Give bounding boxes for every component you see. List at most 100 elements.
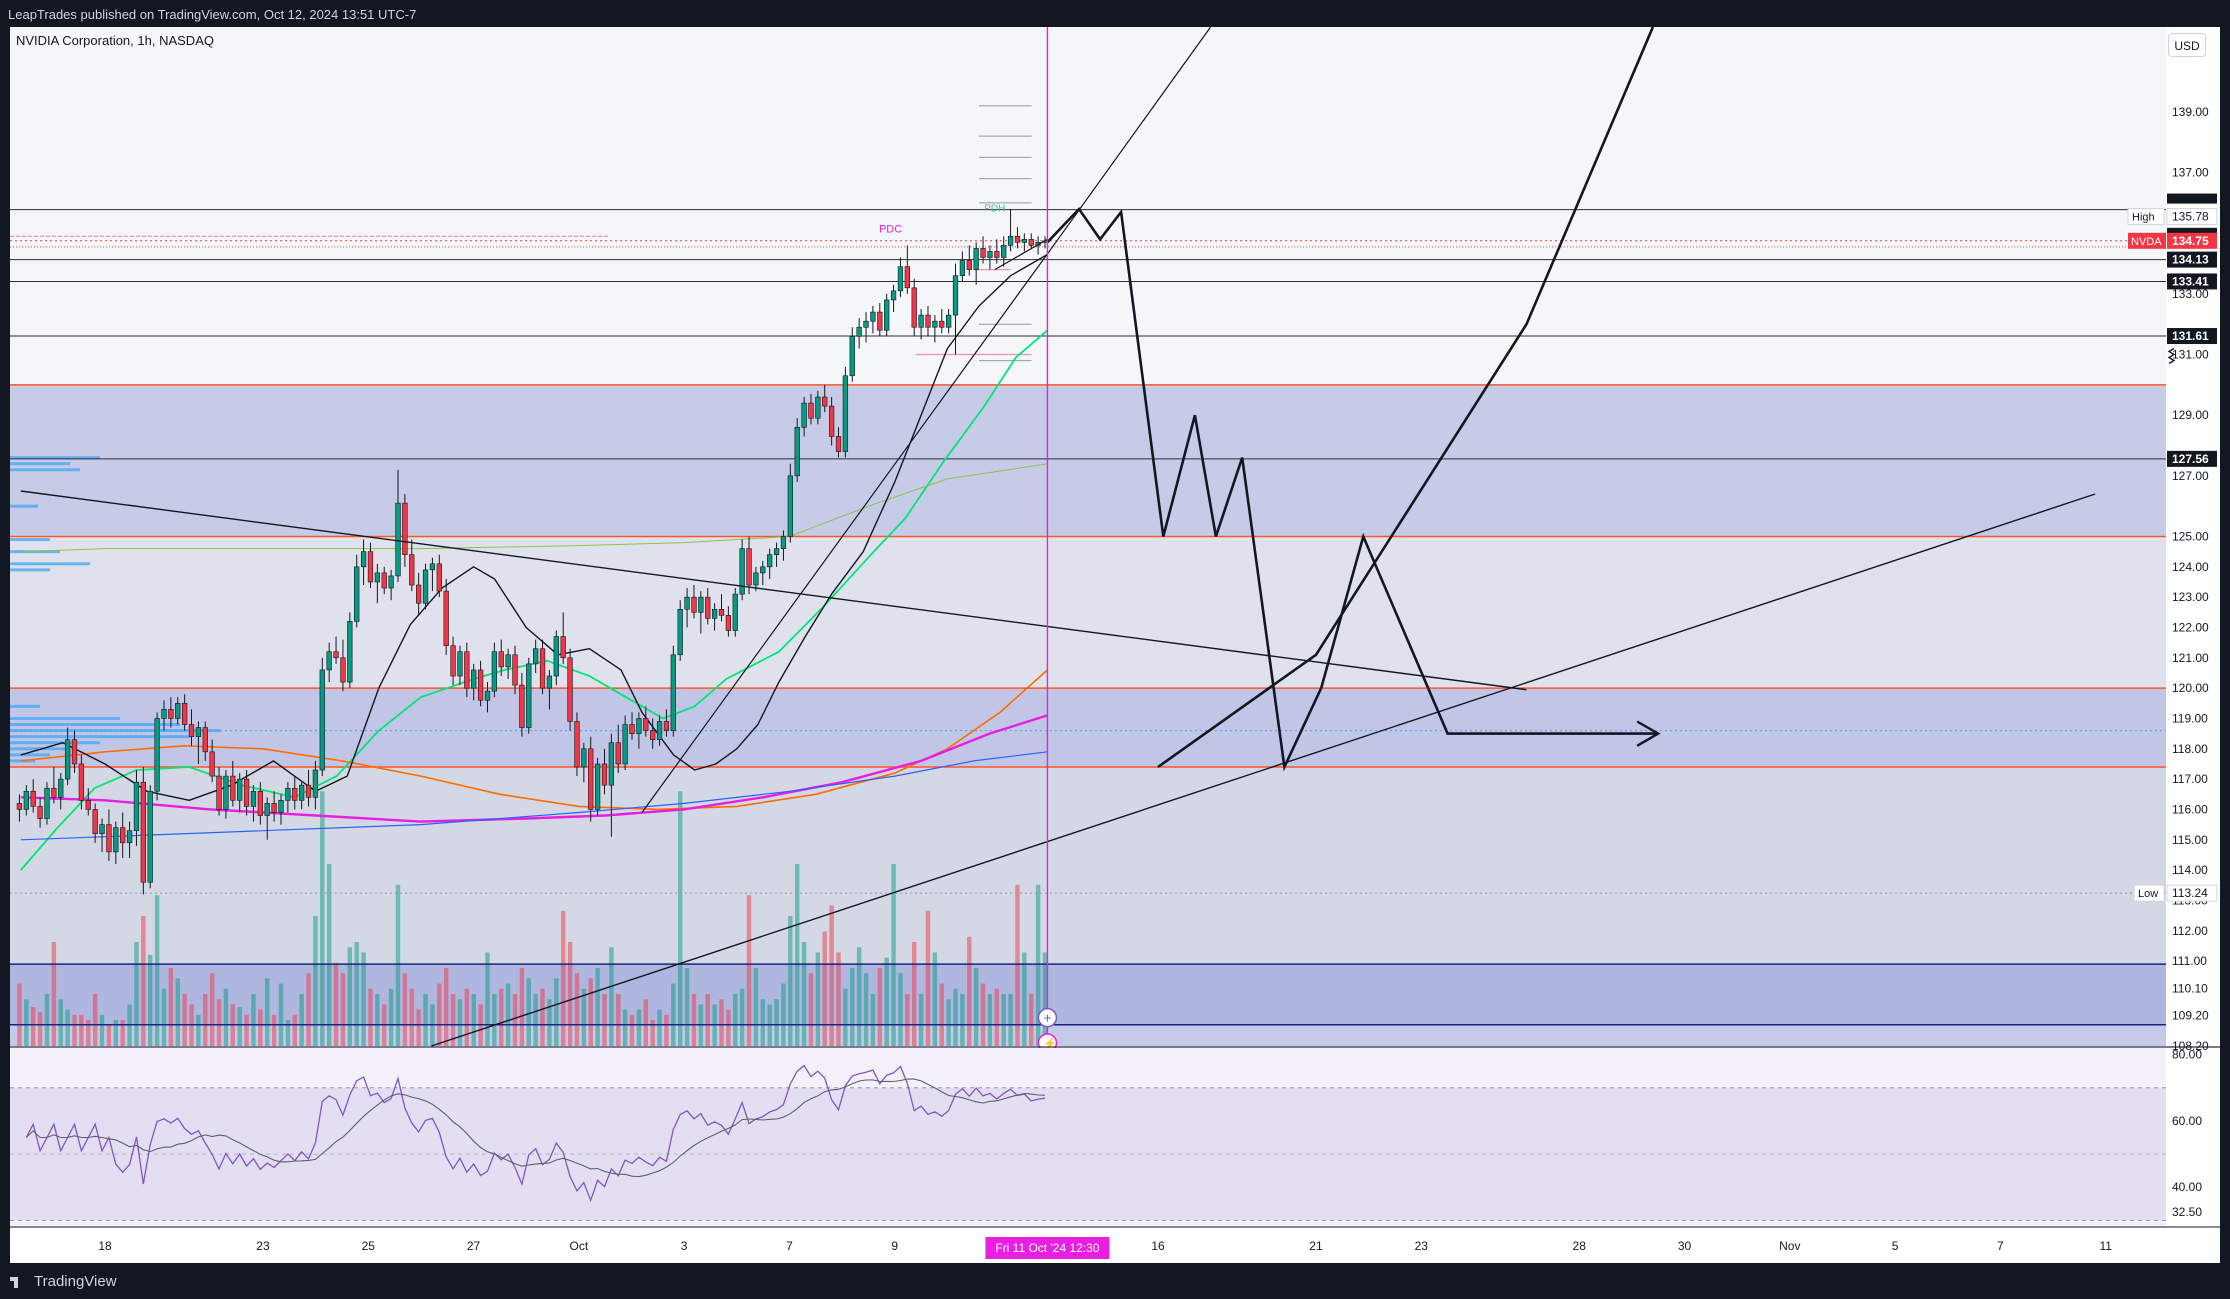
candle-body[interactable] <box>918 314 924 328</box>
candle-body[interactable] <box>223 775 229 810</box>
candle-body[interactable] <box>181 703 188 725</box>
candle-body[interactable] <box>347 621 353 683</box>
crosshair-time-tag[interactable] <box>985 1237 1110 1259</box>
candle-body[interactable] <box>340 657 346 683</box>
candle-body[interactable] <box>78 763 85 801</box>
candle-body[interactable] <box>925 314 931 328</box>
candle-body[interactable] <box>471 669 477 689</box>
candle-body[interactable] <box>560 636 566 659</box>
candle-body[interactable] <box>863 320 869 328</box>
candle-body[interactable] <box>305 784 312 798</box>
candle-body[interactable] <box>99 824 105 835</box>
time-axis[interactable] <box>10 1227 2220 1263</box>
candle-body[interactable] <box>436 563 442 592</box>
chart-frame[interactable]: PDC PDH + ⚡ 108.20 109.20 110.10 111.00 112.00 11… <box>10 27 2220 1263</box>
level-value-tag[interactable] <box>2167 328 2217 345</box>
candle-body[interactable] <box>395 502 401 577</box>
candle-body[interactable] <box>911 287 917 328</box>
candle-body[interactable] <box>457 651 463 677</box>
candle-body[interactable] <box>71 739 78 765</box>
candle-body[interactable] <box>257 790 263 816</box>
candle-body[interactable] <box>526 663 532 728</box>
level-value-tag[interactable] <box>2167 273 2217 290</box>
candle-body[interactable] <box>698 596 704 613</box>
candle-body[interactable] <box>767 554 773 568</box>
candle-body[interactable] <box>175 703 181 719</box>
candle-body[interactable] <box>285 787 291 801</box>
candle-body[interactable] <box>718 608 725 616</box>
bearish-projection-path[interactable] <box>1046 206 1659 772</box>
candle-body[interactable] <box>450 645 456 677</box>
candle-body[interactable] <box>794 427 800 477</box>
candle-body[interactable] <box>636 718 642 734</box>
candle-body[interactable] <box>746 548 752 586</box>
candle-body[interactable] <box>801 402 807 428</box>
candle-body[interactable] <box>388 575 394 589</box>
candle-body[interactable] <box>477 669 484 701</box>
candle-body[interactable] <box>753 572 759 586</box>
candle-body[interactable] <box>120 827 126 844</box>
candle-body[interactable] <box>464 651 470 689</box>
candle-body[interactable] <box>443 590 449 646</box>
candle-body[interactable] <box>808 402 814 419</box>
candle-body[interactable] <box>787 475 793 537</box>
candle-body[interactable] <box>594 763 601 810</box>
uptrend-line[interactable] <box>431 493 2096 1047</box>
candle-body[interactable] <box>588 748 594 810</box>
candle-body[interactable] <box>512 654 518 686</box>
candle-body[interactable] <box>243 778 250 807</box>
candle-body[interactable] <box>409 554 415 586</box>
candle-body[interactable] <box>85 800 91 810</box>
candle-body[interactable] <box>835 436 842 452</box>
candle-body[interactable] <box>670 654 676 731</box>
candle-body[interactable] <box>264 803 270 816</box>
last-price-tag[interactable] <box>2167 232 2217 249</box>
candle-body[interactable] <box>533 648 539 665</box>
candle-body[interactable] <box>622 724 628 765</box>
candle-body[interactable] <box>725 615 732 631</box>
candle-body[interactable] <box>539 648 546 689</box>
candle-body[interactable] <box>491 651 498 692</box>
candle-body[interactable] <box>711 608 718 619</box>
candle-body[interactable] <box>188 724 195 737</box>
candle-body[interactable] <box>656 721 663 740</box>
candle-body[interactable] <box>133 781 140 831</box>
candle-body[interactable] <box>663 721 670 731</box>
candle-body[interactable] <box>113 827 119 853</box>
candle-body[interactable] <box>92 809 98 835</box>
candle-body[interactable] <box>980 248 986 258</box>
candle-body[interactable] <box>608 742 615 786</box>
candle-body[interactable] <box>360 551 367 568</box>
candle-body[interactable] <box>106 824 112 853</box>
high-value-tag[interactable] <box>2166 208 2218 226</box>
candle-body[interactable] <box>23 790 29 810</box>
candle-body[interactable] <box>773 548 780 555</box>
candle-body[interactable] <box>326 651 332 671</box>
candle-body[interactable] <box>952 275 959 316</box>
candle-body[interactable] <box>519 684 525 728</box>
candle-body[interactable] <box>870 311 876 322</box>
candle-body[interactable] <box>601 763 608 786</box>
candle-body[interactable] <box>546 675 553 689</box>
candle-body[interactable] <box>842 375 849 452</box>
candle-body[interactable] <box>691 596 697 613</box>
candle-body[interactable] <box>161 709 167 719</box>
candle-body[interactable] <box>154 718 160 792</box>
candle-body[interactable] <box>890 290 897 301</box>
low-tag[interactable] <box>2133 884 2165 902</box>
tradingview-logo[interactable]: TradingView <box>10 1273 117 1290</box>
candle-body[interactable] <box>1028 238 1034 246</box>
candle-body[interactable] <box>932 320 938 328</box>
candle-body[interactable] <box>987 251 993 258</box>
candle-body[interactable] <box>684 596 690 610</box>
candle-body[interactable] <box>959 260 966 276</box>
candle-body[interactable] <box>30 790 36 807</box>
rsi-ma-line[interactable] <box>25 1078 1046 1178</box>
channel-line[interactable] <box>641 27 1212 813</box>
candle-body[interactable] <box>677 608 683 656</box>
candle-body[interactable] <box>939 320 945 328</box>
candle-body[interactable] <box>484 690 491 701</box>
candle-body[interactable] <box>553 636 559 677</box>
candle-body[interactable] <box>897 266 904 292</box>
candle-body[interactable] <box>780 536 787 549</box>
